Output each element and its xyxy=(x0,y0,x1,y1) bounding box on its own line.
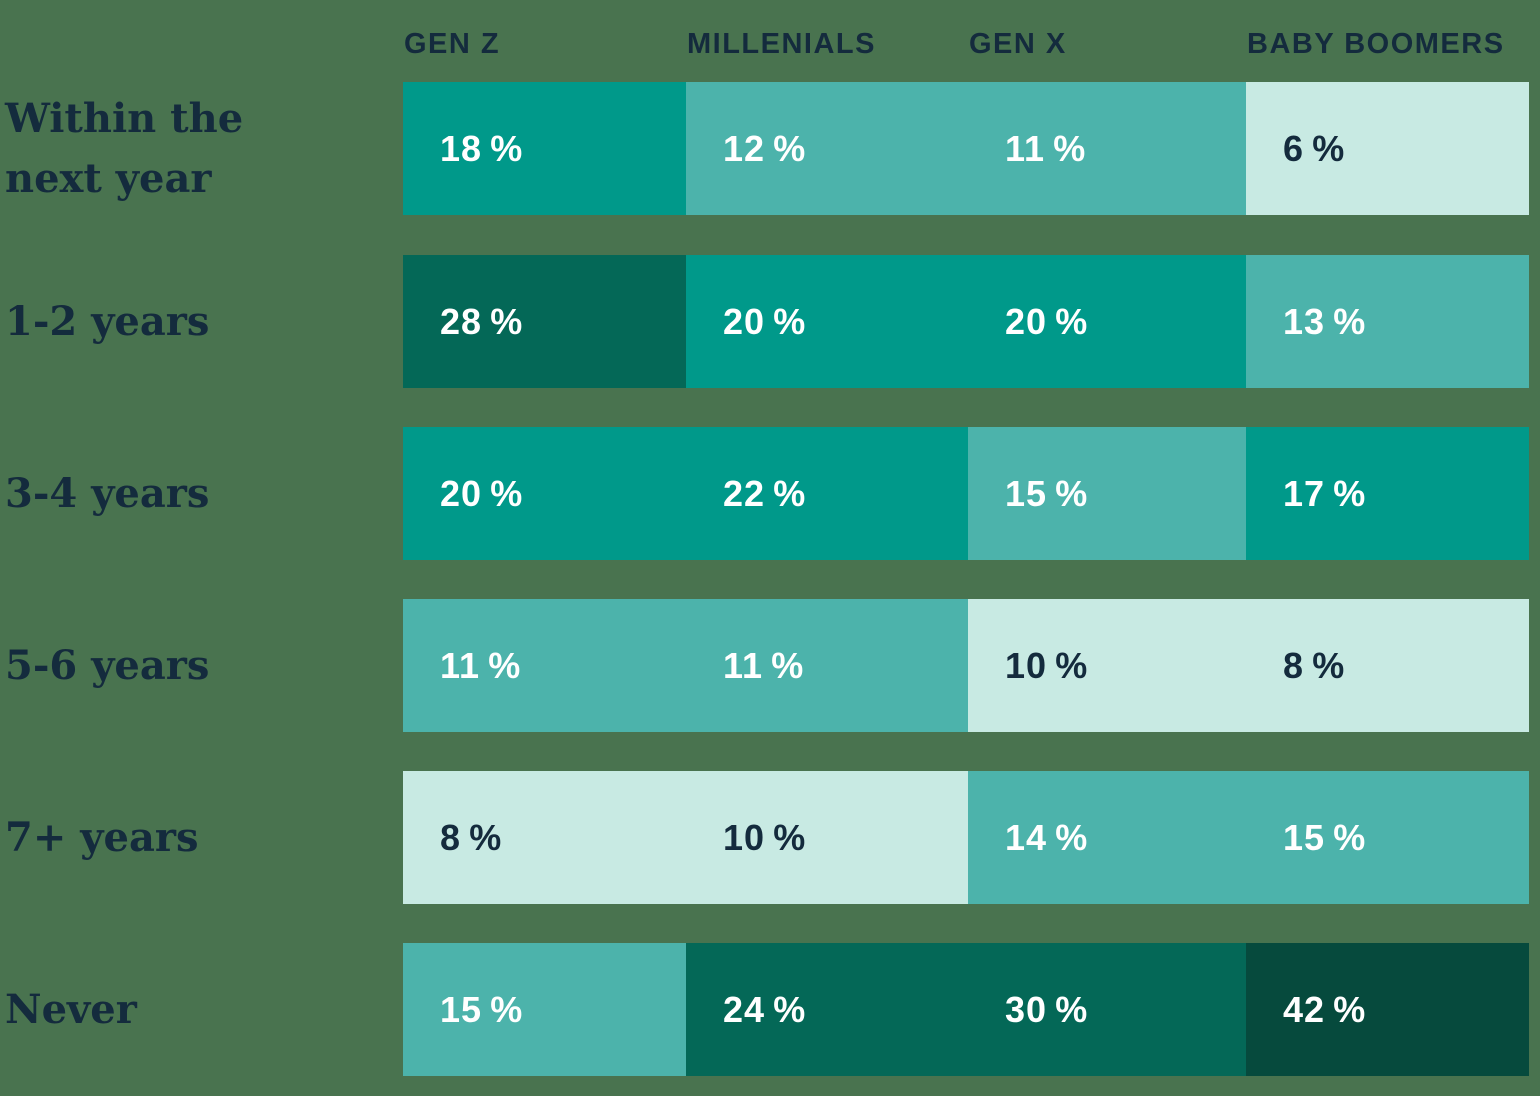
cell-value: 20 % xyxy=(1005,300,1089,342)
cell-value: 22 % xyxy=(723,472,807,514)
cell-1-2-years-gen-z: 28 % xyxy=(403,255,686,388)
cell-never-millenials: 24 % xyxy=(686,943,968,1076)
cell-value: 24 % xyxy=(723,988,807,1030)
cell-3-4-years-millenials: 22 % xyxy=(686,427,968,560)
row-label-1-2-years: 1-2 years xyxy=(5,297,210,345)
cell-value: 11 % xyxy=(1005,127,1087,169)
row-label-within-next-year: Within the next year xyxy=(5,94,244,202)
cell-3-4-years-gen-z: 20 % xyxy=(403,427,686,560)
cell-value: 11 % xyxy=(440,644,522,686)
cell-1-2-years-baby-boomers: 13 % xyxy=(1246,255,1529,388)
cell-5-6-years-gen-z: 11 % xyxy=(403,599,686,732)
cell-never-gen-z: 15 % xyxy=(403,943,686,1076)
cell-value: 10 % xyxy=(723,816,807,858)
cell-7-plus-years-millenials: 10 % xyxy=(686,771,968,904)
row-label-7-plus-years: 7+ years xyxy=(5,813,199,861)
column-header-gen-z: GEN Z xyxy=(404,28,501,60)
cell-value: 8 % xyxy=(1283,644,1346,686)
cell-value: 12 % xyxy=(723,127,807,169)
cell-value: 30 % xyxy=(1005,988,1089,1030)
cell-value: 8 % xyxy=(440,816,503,858)
column-header-baby-boomers: BABY BOOMERS xyxy=(1247,28,1505,60)
cell-7-plus-years-gen-x: 14 % xyxy=(968,771,1246,904)
cell-within-next-year-baby-boomers: 6 % xyxy=(1246,82,1529,215)
cell-3-4-years-gen-x: 15 % xyxy=(968,427,1246,560)
cell-value: 13 % xyxy=(1283,300,1367,342)
column-header-millenials: MILLENIALS xyxy=(687,28,876,60)
cell-within-next-year-millenials: 12 % xyxy=(686,82,968,215)
cell-never-baby-boomers: 42 % xyxy=(1246,943,1529,1076)
cell-value: 6 % xyxy=(1283,127,1346,169)
row-label-5-6-years: 5-6 years xyxy=(5,641,210,689)
cell-value: 17 % xyxy=(1283,472,1367,514)
cell-value: 18 % xyxy=(440,127,524,169)
cell-value: 20 % xyxy=(723,300,807,342)
row-5-6-years: 11 % 11 % 10 % 8 % xyxy=(403,599,1529,732)
cell-value: 20 % xyxy=(440,472,524,514)
cell-within-next-year-gen-z: 18 % xyxy=(403,82,686,215)
cell-5-6-years-gen-x: 10 % xyxy=(968,599,1246,732)
row-3-4-years: 20 % 22 % 15 % 17 % xyxy=(403,427,1529,560)
cell-value: 15 % xyxy=(440,988,524,1030)
cell-value: 14 % xyxy=(1005,816,1089,858)
cell-1-2-years-gen-x: 20 % xyxy=(968,255,1246,388)
row-1-2-years: 28 % 20 % 20 % 13 % xyxy=(403,255,1529,388)
cell-value: 15 % xyxy=(1283,816,1367,858)
cell-3-4-years-baby-boomers: 17 % xyxy=(1246,427,1529,560)
cell-value: 28 % xyxy=(440,300,524,342)
cell-within-next-year-gen-x: 11 % xyxy=(968,82,1246,215)
column-header-gen-x: GEN X xyxy=(969,28,1067,60)
cell-7-plus-years-baby-boomers: 15 % xyxy=(1246,771,1529,904)
cell-value: 11 % xyxy=(723,644,805,686)
cell-5-6-years-baby-boomers: 8 % xyxy=(1246,599,1529,732)
row-7-plus-years: 8 % 10 % 14 % 15 % xyxy=(403,771,1529,904)
row-label-3-4-years: 3-4 years xyxy=(5,469,210,517)
cell-value: 42 % xyxy=(1283,988,1367,1030)
cell-5-6-years-millenials: 11 % xyxy=(686,599,968,732)
cell-value: 15 % xyxy=(1005,472,1089,514)
cell-7-plus-years-gen-z: 8 % xyxy=(403,771,686,904)
cell-value: 10 % xyxy=(1005,644,1089,686)
cell-1-2-years-millenials: 20 % xyxy=(686,255,968,388)
row-never: 15 % 24 % 30 % 42 % xyxy=(403,943,1529,1076)
cell-never-gen-x: 30 % xyxy=(968,943,1246,1076)
row-within-next-year: 18 % 12 % 11 % 6 % xyxy=(403,82,1529,215)
row-label-never: Never xyxy=(5,985,137,1033)
